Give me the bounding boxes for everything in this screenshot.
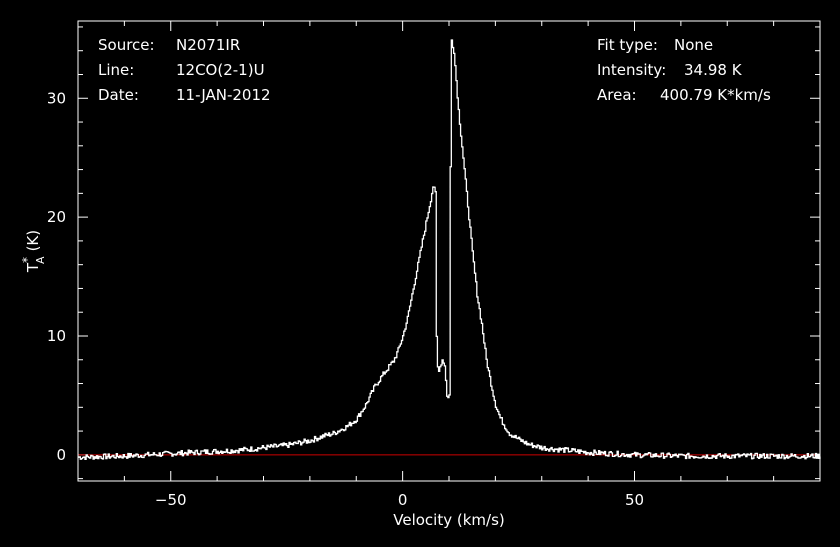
area-value: 400.79 K*km/s	[660, 86, 771, 104]
intensity-value: 34.98 K	[684, 61, 742, 79]
plot-frame	[77, 20, 821, 482]
y-axis-label: T*A (K)	[20, 230, 47, 273]
y-tick-label: 0	[56, 446, 66, 464]
x-tick-label: 0	[398, 491, 408, 509]
date-label: Date:	[98, 86, 139, 104]
x-tick-label: −50	[155, 491, 187, 509]
y-axis-label-unit: (K)	[24, 230, 42, 252]
x-tick-label: 50	[625, 491, 644, 509]
y-axis-label-main: T	[24, 262, 42, 273]
y-axis-label-sup: *	[20, 257, 34, 263]
date-value: 11-JAN-2012	[176, 86, 271, 104]
spectrum-line	[78, 39, 821, 460]
x-axis-label: Velocity (km/s)	[393, 511, 504, 529]
y-tick-label: 20	[47, 208, 66, 226]
intensity-label: Intensity:	[597, 61, 667, 79]
y-tick-label: 30	[47, 89, 66, 107]
source-label: Source:	[98, 36, 155, 54]
fit-type-value: None	[674, 36, 714, 54]
line-value: 12CO(2-1)U	[176, 61, 265, 79]
y-axis-label-sub: A	[34, 256, 47, 264]
line-label: Line:	[98, 61, 135, 79]
fit-type-label: Fit type:	[597, 36, 658, 54]
area-label: Area:	[597, 86, 637, 104]
tick-labels: −50 0 50 0 10 20 30	[47, 89, 644, 509]
source-value: N2071IR	[176, 36, 241, 54]
y-tick-label: 10	[47, 327, 66, 345]
